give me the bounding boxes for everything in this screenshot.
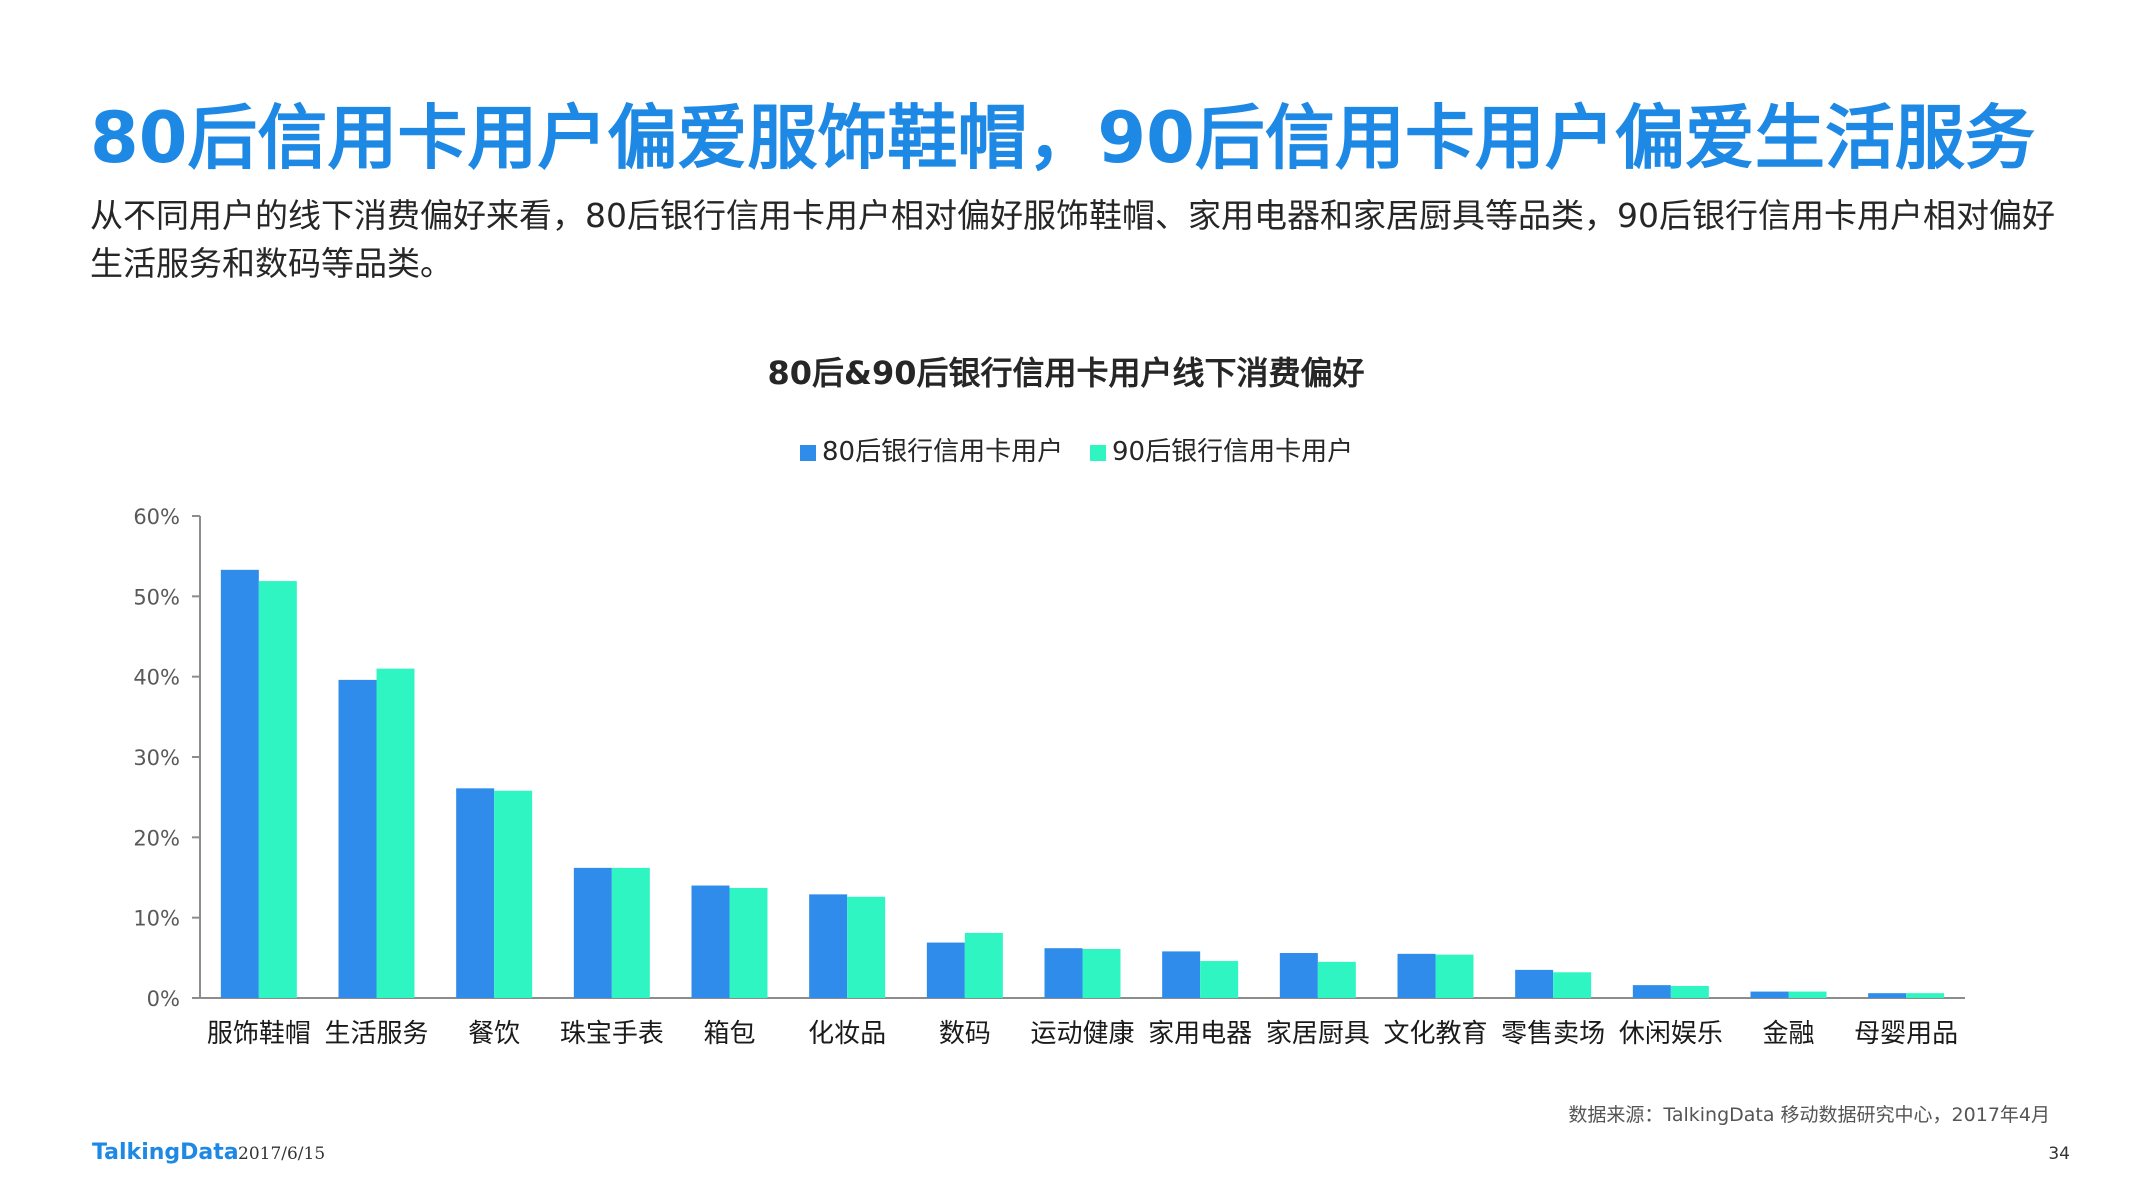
bar-80 xyxy=(926,942,965,998)
bar-90 xyxy=(964,932,1003,998)
x-tick-label: 运动健康 xyxy=(1030,1019,1134,1049)
x-tick-label: 箱包 xyxy=(703,1019,755,1049)
bar-80 xyxy=(1397,953,1436,998)
talkingdata-logo: TalkingData xyxy=(92,1140,239,1165)
x-tick-label: 服饰鞋帽 xyxy=(207,1019,311,1049)
legend-label: 80后银行信用卡用户 xyxy=(822,437,1063,467)
bar-90 xyxy=(611,867,650,998)
bar-80 xyxy=(1162,951,1201,998)
bar-80 xyxy=(573,867,612,998)
bar-80 xyxy=(691,885,730,998)
legend-label: 90后银行信用卡用户 xyxy=(1112,437,1353,467)
x-tick-label: 珠宝手表 xyxy=(560,1019,664,1049)
y-tick-label: 60% xyxy=(133,505,180,529)
y-tick-label: 50% xyxy=(133,585,180,609)
x-tick-label: 家用电器 xyxy=(1148,1019,1252,1049)
page-number: 34 xyxy=(2048,1144,2070,1164)
bar-80 xyxy=(1044,948,1083,998)
x-tick-label: 生活服务 xyxy=(324,1019,428,1049)
bar-90 xyxy=(729,887,768,998)
data-source: 数据来源：TalkingData 移动数据研究中心，2017年4月 xyxy=(1568,1104,2050,1126)
bar-90 xyxy=(1435,954,1474,998)
bar-80 xyxy=(220,569,259,998)
legend-swatch xyxy=(800,445,816,461)
bar-80 xyxy=(338,679,377,998)
y-tick-label: 40% xyxy=(133,666,180,690)
bar-90 xyxy=(1670,985,1709,998)
x-tick-label: 零售卖场 xyxy=(1501,1019,1605,1049)
bar-90 xyxy=(847,896,886,998)
bar-80 xyxy=(1279,953,1318,998)
bar-90 xyxy=(1788,991,1827,998)
x-tick-label: 休闲娱乐 xyxy=(1619,1019,1723,1049)
x-tick-label: 化妆品 xyxy=(808,1019,886,1049)
y-tick-label: 0% xyxy=(147,987,180,1011)
legend-swatch xyxy=(1090,445,1106,461)
bar-90 xyxy=(258,581,297,998)
chart-title: 80后&90后银行信用卡用户线下消费偏好 xyxy=(768,354,1365,392)
x-tick-label: 餐饮 xyxy=(468,1019,520,1049)
bar-80 xyxy=(809,894,848,998)
x-tick-label: 金融 xyxy=(1762,1019,1814,1049)
summary-text: 从不同用户的线下消费偏好来看，80后银行信用卡用户相对偏好服饰鞋帽、家用电器和家… xyxy=(90,196,2055,283)
bar-90 xyxy=(1317,961,1356,998)
bar-80 xyxy=(1515,969,1554,998)
y-tick-label: 10% xyxy=(133,907,180,931)
x-tick-label: 文化教育 xyxy=(1383,1019,1487,1049)
y-tick-label: 20% xyxy=(133,826,180,850)
bar-80 xyxy=(1868,993,1907,998)
bar-80 xyxy=(1632,985,1671,998)
bar-90 xyxy=(1082,948,1121,998)
y-tick-label: 30% xyxy=(133,746,180,770)
bar-80 xyxy=(456,788,495,998)
bar-90 xyxy=(1906,993,1945,998)
x-tick-label: 家居厨具 xyxy=(1266,1019,1370,1049)
x-tick-label: 母婴用品 xyxy=(1854,1019,1958,1049)
bar-90 xyxy=(494,790,533,998)
bar-80 xyxy=(1750,991,1789,998)
page-title: 80后信用卡用户偏爱服饰鞋帽，90后信用卡用户偏爱生活服务 xyxy=(90,97,2035,179)
bar-90 xyxy=(1200,961,1239,998)
footer-date: 2017/6/15 xyxy=(238,1144,326,1164)
x-tick-label: 数码 xyxy=(939,1019,991,1049)
bar-90 xyxy=(376,668,415,998)
bar-90 xyxy=(1553,972,1592,998)
